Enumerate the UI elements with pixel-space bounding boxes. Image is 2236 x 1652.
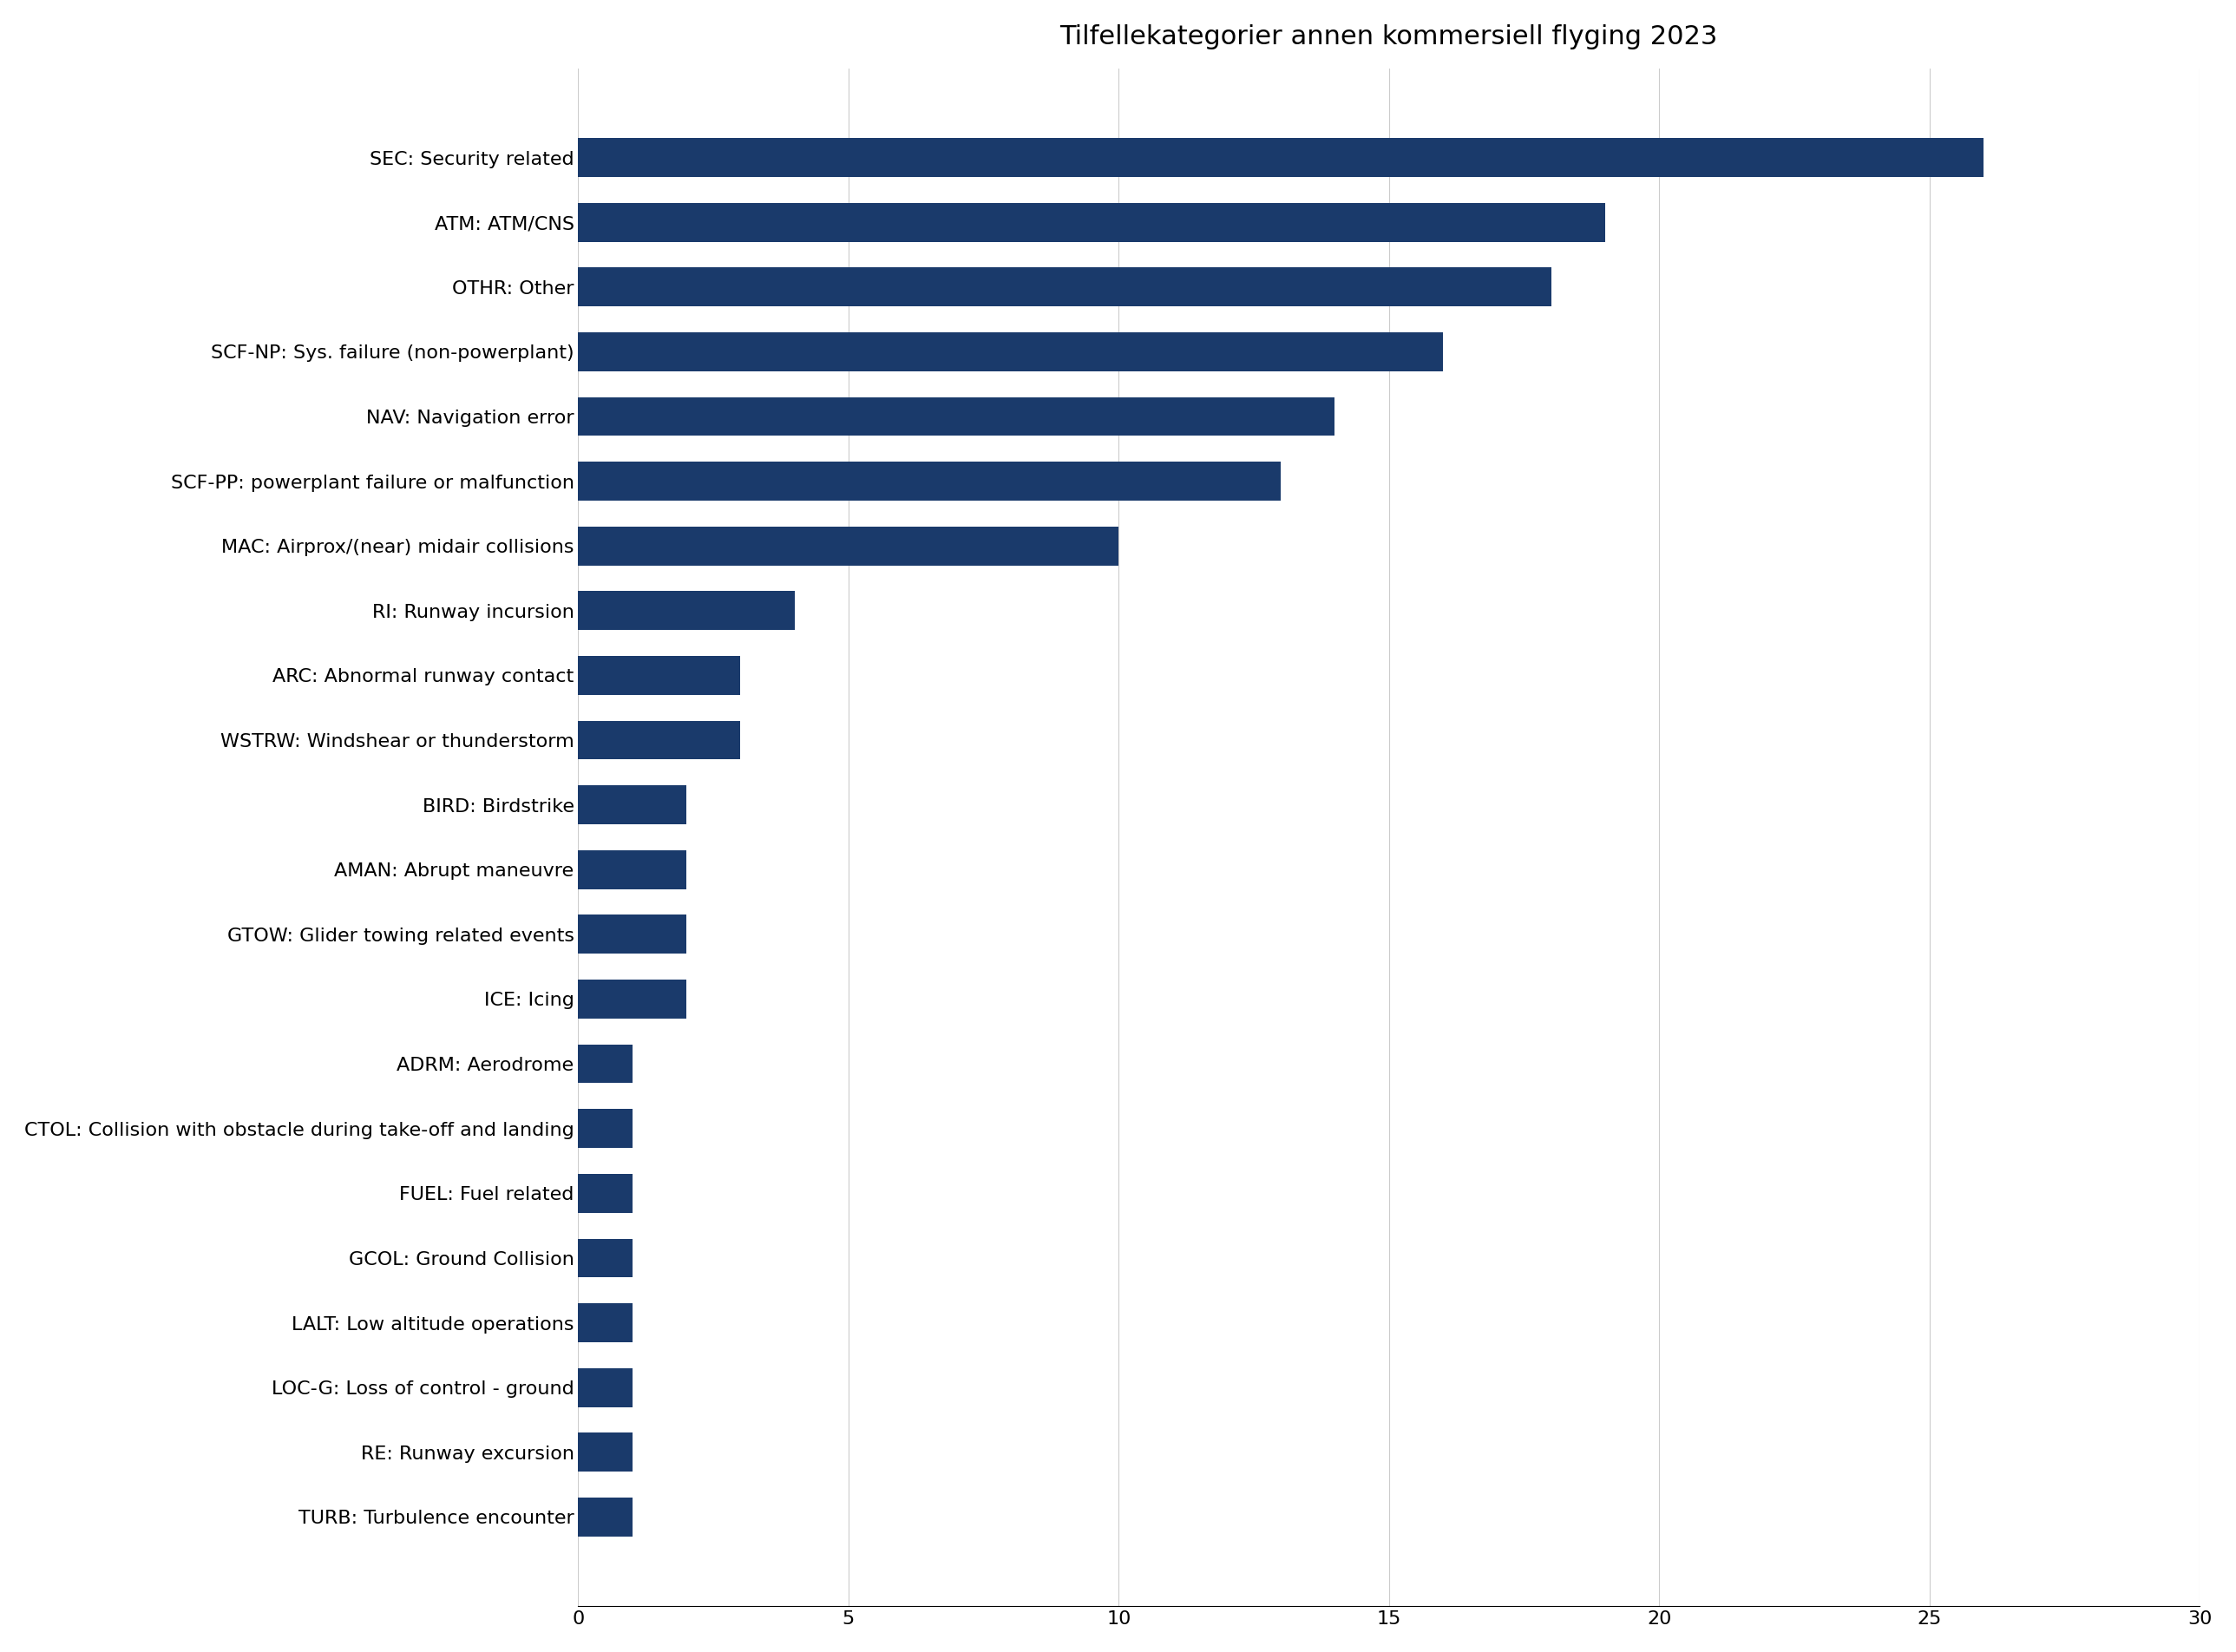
Bar	[579, 591, 794, 629]
Bar	[579, 463, 1281, 501]
Bar	[579, 139, 1983, 177]
Bar	[579, 656, 740, 695]
Bar	[579, 851, 686, 889]
Bar	[579, 1368, 633, 1408]
Bar	[579, 203, 1605, 241]
Bar	[579, 1239, 633, 1277]
Bar	[579, 1498, 633, 1536]
Bar	[579, 396, 1335, 436]
Bar	[579, 268, 1552, 306]
Bar	[579, 785, 686, 824]
Bar	[579, 1108, 633, 1148]
Bar	[579, 332, 1442, 372]
Title: Tilfellekategorier annen kommersiell flyging 2023: Tilfellekategorier annen kommersiell fly…	[1060, 25, 1717, 50]
Bar	[579, 1044, 633, 1084]
Bar	[579, 1175, 633, 1213]
Bar	[579, 1303, 633, 1341]
Bar	[579, 980, 686, 1019]
Bar	[579, 915, 686, 953]
Bar	[579, 1432, 633, 1472]
Bar	[579, 720, 740, 760]
Bar	[579, 527, 1118, 565]
